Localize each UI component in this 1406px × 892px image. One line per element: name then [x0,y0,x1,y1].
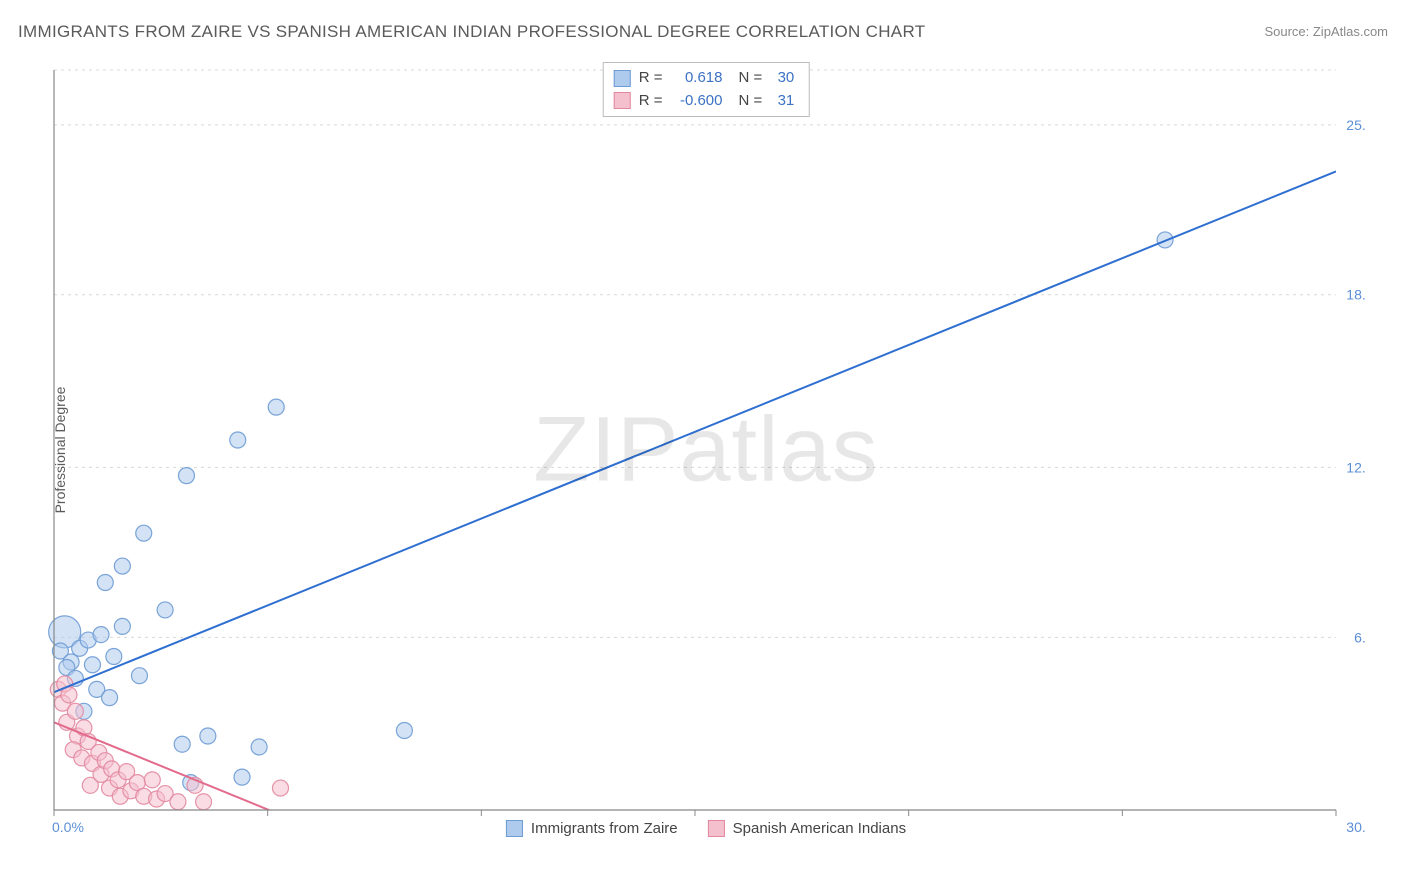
scatter-chart: 6.3% 12.5% 18.8% 25.0% 0.0% 30.0% [46,62,1366,837]
swatch-blue-icon [614,70,631,87]
svg-text:30.0%: 30.0% [1346,819,1366,835]
stat-r-value: 0.618 [671,67,723,90]
svg-text:12.5%: 12.5% [1346,459,1366,475]
y-axis-label: Professional Degree [52,386,68,513]
svg-text:0.0%: 0.0% [52,819,84,835]
stat-label: R = [639,67,663,90]
legend: Immigrants from Zaire Spanish American I… [506,820,906,837]
stat-n-value: 31 [770,90,794,113]
chart-area: Professional Degree 6.3% 12.5% 18.8% 25.0% 0… [46,62,1366,837]
stat-n-value: 30 [770,67,794,90]
svg-text:25.0%: 25.0% [1346,117,1366,133]
stats-row-pink: R = -0.600 N = 31 [614,90,795,113]
legend-label: Immigrants from Zaire [531,820,678,837]
stat-label: N = [739,67,763,90]
source-attribution: Source: ZipAtlas.com [1264,24,1388,39]
swatch-pink-icon [614,92,631,109]
stat-label: N = [739,90,763,113]
swatch-blue-icon [506,820,523,837]
chart-title: IMMIGRANTS FROM ZAIRE VS SPANISH AMERICA… [18,22,925,42]
correlation-stats-box: R = 0.618 N = 30 R = -0.600 N = 31 [603,62,810,117]
stat-label: R = [639,90,663,113]
stats-row-blue: R = 0.618 N = 30 [614,67,795,90]
legend-label: Spanish American Indians [733,820,906,837]
swatch-pink-icon [708,820,725,837]
svg-text:6.3%: 6.3% [1354,629,1366,645]
legend-item-pink: Spanish American Indians [708,820,906,837]
legend-item-blue: Immigrants from Zaire [506,820,678,837]
svg-text:18.8%: 18.8% [1346,287,1366,303]
stat-r-value: -0.600 [671,90,723,113]
